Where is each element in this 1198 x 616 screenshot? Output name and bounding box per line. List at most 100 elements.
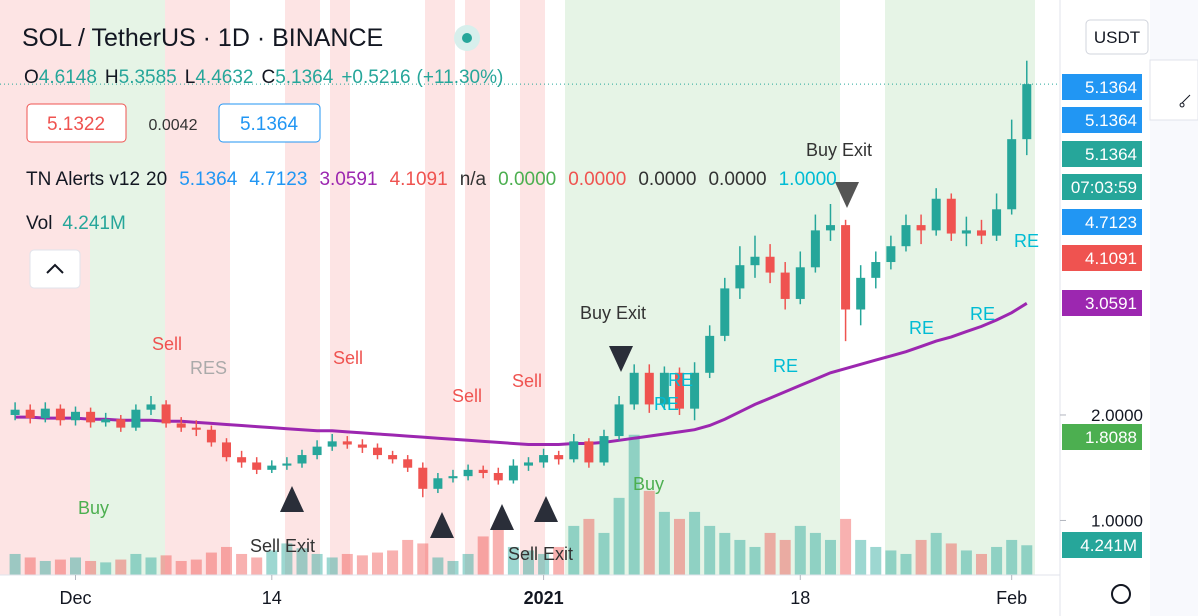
volume-bar xyxy=(24,557,36,575)
volume-bar xyxy=(689,511,701,575)
indicator-value: 3.0591 xyxy=(319,169,377,190)
candle-body xyxy=(644,372,654,405)
volume-bar xyxy=(779,539,791,575)
candle-body xyxy=(720,288,730,336)
sell-zone xyxy=(285,0,320,575)
volume-bar xyxy=(356,555,368,575)
tool-icon xyxy=(1179,94,1191,108)
candle-body xyxy=(795,267,805,299)
ohlc-value: 4.4632 xyxy=(195,67,253,88)
price-label-box xyxy=(1062,141,1142,167)
price-label-box xyxy=(1062,107,1142,133)
volume-bar xyxy=(598,532,610,575)
candle-body xyxy=(750,256,760,266)
moving-average xyxy=(15,302,1028,446)
price-label: 3.0591 xyxy=(1085,294,1137,313)
volume-bar xyxy=(1006,539,1018,575)
volume-bar xyxy=(628,434,640,575)
volume-bar xyxy=(991,546,1003,575)
candle-body xyxy=(418,467,428,489)
price-label-box xyxy=(1062,174,1142,200)
candle-body xyxy=(674,372,684,409)
chevron-icon xyxy=(46,263,64,274)
volume-bar xyxy=(341,553,353,575)
volume-bar xyxy=(311,553,323,575)
volume-bar xyxy=(870,546,882,575)
volume-bar xyxy=(9,553,21,575)
volume-bar xyxy=(704,525,716,575)
collapse-button[interactable] xyxy=(29,249,81,289)
buy-price: 5.1364 xyxy=(240,114,299,135)
candle-body xyxy=(40,408,50,419)
candle-body xyxy=(327,441,337,447)
candle-body xyxy=(448,476,458,479)
volume-bar xyxy=(734,539,746,575)
candle-body xyxy=(961,230,971,234)
volume-bar xyxy=(85,560,97,575)
candle-body xyxy=(523,462,533,466)
volume-bar xyxy=(69,557,81,575)
indicator-value: 0.0000 xyxy=(708,169,766,190)
price-label: 5.1364 xyxy=(1085,111,1137,130)
candle-body xyxy=(705,335,715,373)
volume-name: Vol xyxy=(26,213,52,234)
volume-bar xyxy=(568,525,580,575)
volume-bar xyxy=(507,546,519,575)
volume-bar xyxy=(477,536,489,575)
legend: SOL / TetherUS · 1D · BINANCE O4.6148 H5.… xyxy=(22,24,837,289)
indicator-value: 0.0000 xyxy=(498,169,556,190)
ohlc-value: 5.3585 xyxy=(119,67,177,88)
candle-body xyxy=(25,409,35,419)
signal-label: Buy xyxy=(633,474,664,494)
volume-bar xyxy=(764,532,776,575)
candle-body xyxy=(55,408,65,421)
x-tick-label: Dec xyxy=(59,588,91,608)
tool-button[interactable] xyxy=(1149,59,1198,121)
indicator-value: 4.1091 xyxy=(390,169,448,190)
signal-label: RE xyxy=(970,304,995,324)
buy-zone xyxy=(90,0,165,575)
settings-icon[interactable] xyxy=(1111,584,1131,604)
price-label-box xyxy=(1062,290,1142,316)
volume-bar xyxy=(643,490,655,575)
candle-body xyxy=(342,441,352,445)
candle-body xyxy=(282,463,292,466)
candle-body xyxy=(629,372,639,405)
ohlc-label: H xyxy=(105,67,119,88)
volume-bar xyxy=(538,553,550,575)
price-label: 4.1091 xyxy=(1085,249,1137,268)
price-label-box xyxy=(1062,209,1142,235)
volume-bar xyxy=(447,560,459,575)
currency-button[interactable] xyxy=(1085,19,1149,55)
candle-body xyxy=(206,429,216,443)
x-tick-label: 18 xyxy=(790,588,810,608)
volume-bar xyxy=(326,557,338,575)
volume-bar xyxy=(824,539,836,575)
volume-bar xyxy=(945,543,957,575)
buy-button[interactable] xyxy=(218,103,321,143)
candle-body xyxy=(584,441,594,463)
volume-bar xyxy=(175,560,187,575)
sell-button[interactable] xyxy=(26,103,127,143)
volume-bar xyxy=(462,553,474,575)
candle-body xyxy=(70,411,80,421)
volume-bar xyxy=(160,555,172,575)
indicator-value: 4.7123 xyxy=(249,169,307,190)
signal-label: RES xyxy=(190,358,227,378)
price-label-box xyxy=(1062,74,1142,100)
volume-bar xyxy=(205,552,217,575)
volume-bar xyxy=(960,550,972,575)
volume-bar xyxy=(553,546,565,575)
sell-price: 5.1322 xyxy=(47,114,105,135)
volume-bar xyxy=(417,543,429,575)
candle-body xyxy=(267,465,277,470)
volume-bar xyxy=(130,553,142,575)
candle-body xyxy=(780,272,790,299)
volume-bar xyxy=(719,532,731,575)
volume-bar xyxy=(583,518,595,575)
signal-label: RE xyxy=(773,356,798,376)
sell-zone xyxy=(165,0,230,575)
candle-body xyxy=(765,256,775,273)
candle-body xyxy=(508,465,518,481)
